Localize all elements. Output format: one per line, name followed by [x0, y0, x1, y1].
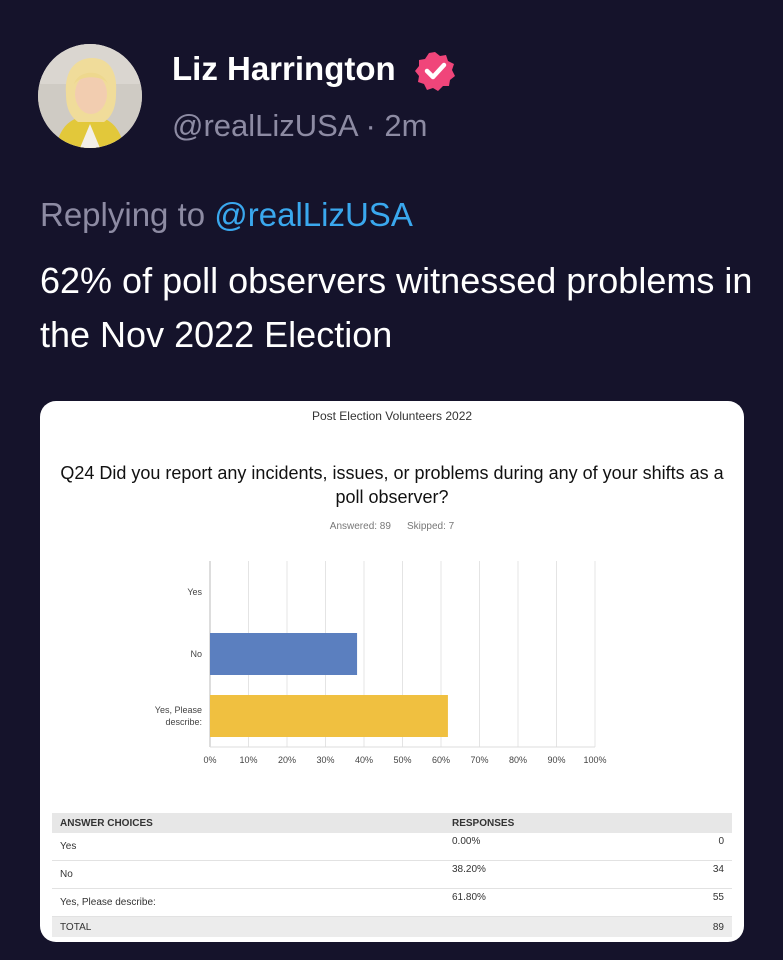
handle-text[interactable]: @realLizUSA: [172, 108, 357, 143]
table-row: No 38.20% 34: [52, 860, 732, 889]
bar-chart: 0% 10% 20% 30% 40% 50% 60% 70% 80% 90% 100% Yes No Ye…: [155, 561, 607, 765]
attached-image-card[interactable]: Post Election Volunteers 2022 Q24 Did yo…: [40, 401, 744, 942]
answered-skipped: Answered: 89 Skipped: 7: [40, 521, 744, 532]
total-label: TOTAL: [52, 916, 444, 937]
x-tick-label: 10%: [239, 755, 257, 765]
x-tick-label: 70%: [470, 755, 488, 765]
time-separator: ·: [356, 108, 385, 143]
avatar-photo: [38, 44, 142, 148]
x-tick-label: 30%: [316, 755, 334, 765]
timestamp[interactable]: 2m: [384, 108, 428, 143]
table-header-row: ANSWER CHOICES RESPONSES: [52, 813, 732, 833]
responses-table: ANSWER CHOICES RESPONSES Yes 0.00% 0 No …: [52, 813, 732, 937]
row-choice: Yes, Please describe:: [52, 888, 444, 917]
total-spacer: [444, 916, 640, 937]
x-tick-label: 0%: [203, 755, 216, 765]
verified-badge-icon: [414, 50, 456, 92]
answered-count: Answered: 89: [329, 521, 391, 532]
survey-question: Q24 Did you report any incidents, issues…: [60, 463, 724, 507]
replying-prefix: Replying to: [40, 196, 215, 233]
total-count: 89: [640, 916, 732, 937]
table-row: Yes 0.00% 0: [52, 833, 732, 861]
x-tick-label: 60%: [432, 755, 450, 765]
x-tick-label: 40%: [355, 755, 373, 765]
row-count: 55: [640, 888, 732, 917]
category-label: Yes, Please describe:: [155, 705, 202, 727]
category-label-line: describe:: [165, 717, 202, 727]
table-total-row: TOTAL 89: [52, 916, 732, 937]
replying-to-mention[interactable]: @realLizUSA: [214, 196, 413, 233]
x-tick-label: 90%: [547, 755, 565, 765]
tweet-text: 62% of poll observers witnessed problems…: [40, 260, 753, 355]
header-responses: RESPONSES: [444, 813, 640, 833]
category-label-line: Yes, Please: [155, 705, 202, 715]
row-percent: 0.00%: [444, 833, 640, 861]
author-name[interactable]: Liz Harrington: [172, 50, 396, 87]
x-tick-label: 80%: [509, 755, 527, 765]
category-label-line: No: [190, 649, 202, 659]
author-avatar[interactable]: [38, 44, 142, 148]
survey-title: Post Election Volunteers 2022: [311, 409, 473, 423]
category-label: No: [190, 649, 202, 659]
x-tick-label: 20%: [278, 755, 296, 765]
row-count: 0: [640, 833, 732, 861]
table-row: Yes, Please describe: 61.80% 55: [52, 888, 732, 917]
bar: [210, 695, 448, 737]
header-count: [640, 813, 732, 833]
category-label-line: Yes: [187, 587, 202, 597]
row-count: 34: [640, 860, 732, 889]
x-tick-label: 100%: [583, 755, 606, 765]
x-tick-label: 50%: [393, 755, 411, 765]
row-percent: 38.20%: [444, 860, 640, 889]
row-choice: No: [52, 860, 444, 889]
category-label: Yes: [187, 587, 202, 597]
replying-to-line: Replying to @realLizUSA: [40, 196, 413, 234]
author-handle[interactable]: @realLizUSA · 2m: [172, 108, 427, 144]
row-choice: Yes: [52, 833, 444, 861]
header-answer-choices: ANSWER CHOICES: [52, 813, 444, 833]
row-percent: 61.80%: [444, 888, 640, 917]
skipped-count: Skipped: 7: [406, 521, 455, 532]
bar: [210, 633, 358, 675]
